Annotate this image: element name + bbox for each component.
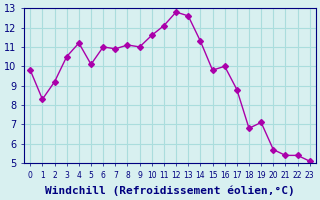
X-axis label: Windchill (Refroidissement éolien,°C): Windchill (Refroidissement éolien,°C) (45, 185, 295, 196)
